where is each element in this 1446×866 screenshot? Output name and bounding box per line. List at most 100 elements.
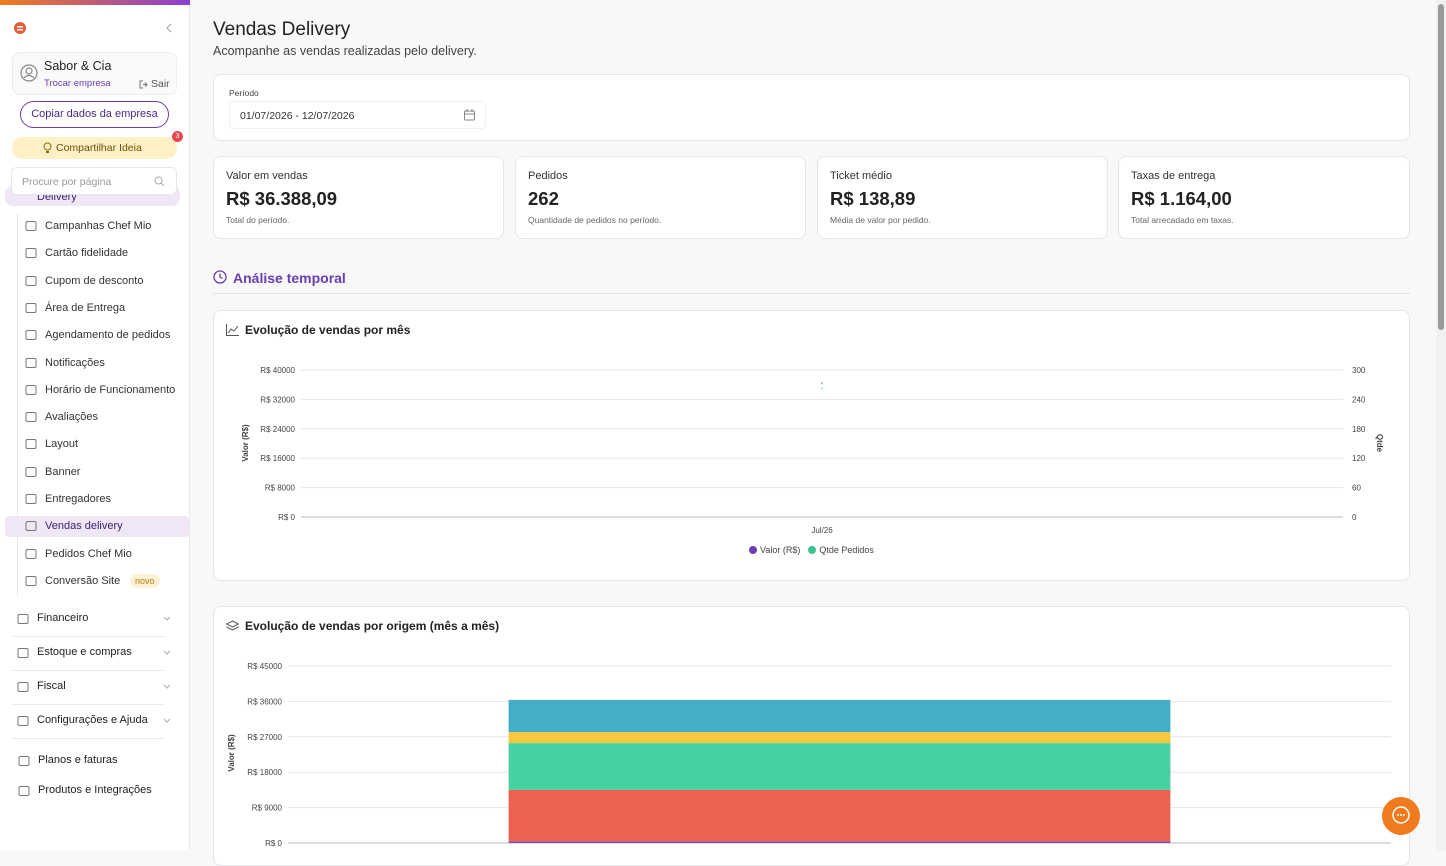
menu-item[interactable]: Banner (5, 462, 189, 483)
y-tick-label: R$ 45000 (247, 662, 282, 671)
menu-item[interactable]: Pedidos Chef Mio (5, 544, 189, 565)
menu-label: Conversão Site (45, 574, 121, 587)
menu-link[interactable]: Produtos e Integrações (12, 780, 177, 802)
section-divider (213, 293, 1410, 294)
icon-shape (25, 275, 37, 286)
menu-group[interactable]: Fiscal (12, 676, 177, 698)
chat-button[interactable] (1382, 797, 1420, 835)
menu-item[interactable]: Cartão fidelidade (5, 243, 189, 264)
logo[interactable] (13, 21, 27, 35)
link-label: Produtos e Integrações (38, 784, 152, 796)
menu-label: Horário de Funcionamento (45, 383, 176, 396)
icon-shape (18, 756, 30, 766)
menu-icon (17, 716, 29, 726)
kpi-card: Taxas de entrega R$ 1.164,00 Total arrecad… (1118, 156, 1410, 239)
icon-shape (25, 384, 37, 395)
chevron (163, 650, 171, 655)
legend-item[interactable]: Qtde Pedidos (808, 545, 874, 555)
menu-label: Cartão fidelidade (45, 247, 129, 260)
menu-item[interactable]: Área de Entrega (5, 298, 189, 319)
menu-item[interactable]: Agendamento de pedidos (5, 325, 189, 346)
menu-icon (25, 248, 37, 259)
y-tick-label: R$ 40000 (260, 366, 295, 375)
icon-shape (25, 521, 37, 532)
menu-label: Avaliações (45, 411, 98, 424)
filter-label: Período (229, 88, 259, 98)
menu-item[interactable]: Notificações (5, 353, 189, 374)
menu-icon (18, 756, 30, 766)
menu-icon (17, 614, 29, 624)
search-box[interactable]: Procure por página (11, 167, 177, 195)
menu-item[interactable]: Horário de Funcionamento (5, 380, 189, 401)
legend-swatch (808, 546, 817, 554)
icon-shape (25, 548, 37, 559)
scrollbar[interactable] (1436, 0, 1446, 850)
chart-title: Evolução de vendas por origem (mês a mês… (245, 619, 500, 633)
icon-shape (17, 682, 29, 692)
menu-icon (25, 357, 37, 368)
bar-segment (508, 732, 1171, 744)
bar-segment (508, 789, 1171, 842)
kpi-label: Ticket médio (830, 170, 892, 182)
menu-icon (25, 221, 37, 231)
bar-segment (508, 743, 1171, 790)
menu-item[interactable]: Conversão Site novo (5, 571, 189, 592)
icon-shape (25, 248, 37, 259)
y2-axis-title: Qtde (1375, 434, 1384, 453)
chevron (163, 616, 171, 621)
menu-icon (25, 302, 37, 313)
menu-icon (25, 439, 37, 450)
legend-label: Valor (R$) (760, 545, 801, 555)
date-input[interactable]: 01/07/2026 - 12/07/2026 (229, 101, 486, 129)
logout-icon (139, 80, 148, 89)
menu-label: Entregadores (45, 493, 112, 505)
menu-link[interactable]: Planos e faturas (12, 750, 177, 772)
x-tick-label: Jul/26 (811, 526, 833, 535)
switch-company[interactable]: Trocar empresa (44, 78, 111, 89)
chart-icon (226, 620, 239, 631)
menu-icon (25, 575, 37, 586)
menu-item[interactable]: Entregadores (5, 489, 189, 510)
collapse-button[interactable] (164, 23, 174, 33)
share-button[interactable]: Compartilhar Ideia (12, 137, 177, 159)
kpi-label: Valor em vendas (226, 170, 308, 182)
date-value: 01/07/2026 - 12/07/2026 (240, 110, 355, 122)
icon-shape (25, 221, 37, 231)
series-point (821, 382, 823, 385)
chart-plot: R$ 0 R$ 8000 R$ 16000 R$ 24000 R$ 32000 R$ 40… (241, 366, 1384, 535)
menu-item[interactable]: Cupom de desconto (5, 271, 189, 292)
y-axis-title: Valor (R$) (227, 734, 236, 772)
icon-shape (25, 575, 37, 586)
menu-item[interactable]: Layout (5, 434, 189, 455)
menu-item[interactable]: Avaliações (5, 407, 189, 428)
chart-card: Evolução de vendas por mês R$ 0 R$ 8000 R$… (213, 310, 1410, 581)
chart-card: Evolução de vendas por origem (mês a mês… (213, 606, 1410, 866)
logout[interactable]: Sair (151, 78, 170, 90)
menu-group[interactable]: Financeiro (12, 608, 177, 630)
y-axis-title: Valor (R$) (241, 424, 250, 462)
calendar-icon (464, 109, 475, 121)
menu-item[interactable]: Campanhas Chef Mio (5, 216, 189, 237)
y-tick-label: R$ 16000 (260, 454, 295, 463)
group-label: Financeiro (37, 612, 89, 624)
menu-group[interactable]: Estoque e compras (12, 642, 177, 664)
group-label: Estoque e compras (37, 646, 132, 658)
page-title: Vendas Delivery (213, 19, 351, 40)
kpi-label: Taxas de entrega (1131, 170, 1216, 182)
filter-card: Período 01/07/2026 - 12/07/2026 (213, 74, 1410, 141)
menu-item[interactable]: Vendas delivery (5, 516, 189, 538)
scrollbar-thumb[interactable] (1438, 4, 1444, 330)
copy-button[interactable]: Copiar dados da empresa (20, 101, 169, 128)
chevron-shape (163, 684, 171, 689)
legend-item[interactable]: Valor (R$) (749, 545, 800, 555)
kpi-card: Ticket médio R$ 138,89 Média de valor por … (817, 156, 1108, 239)
series-point (821, 387, 823, 390)
menu-icon (18, 786, 30, 796)
menu-icon (17, 682, 29, 692)
menu-group[interactable]: Configurações e Ajuda (12, 710, 177, 732)
chevron (163, 718, 171, 723)
chevron (163, 684, 171, 689)
y2-tick-label: 60 (1352, 484, 1361, 493)
notification-badge: 3 (172, 131, 183, 142)
